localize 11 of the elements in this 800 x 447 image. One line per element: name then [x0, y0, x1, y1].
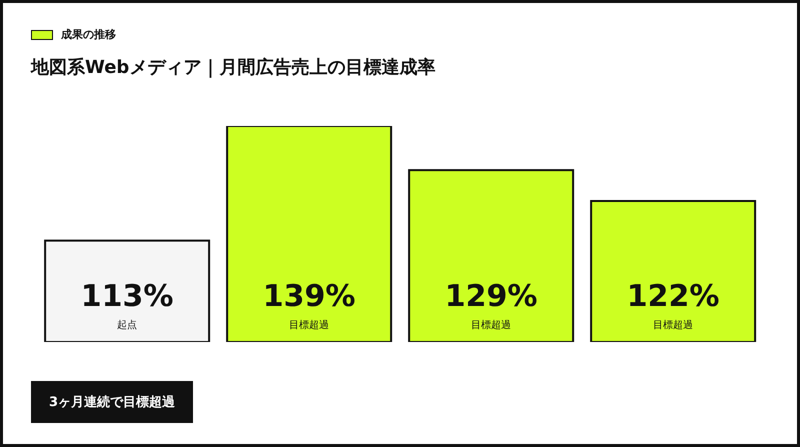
x-tick-label: 目標超過 — [471, 319, 512, 331]
data-label: 113% — [80, 279, 174, 314]
data-label: 129% — [444, 279, 538, 314]
chart-title: 地図系Webメディア｜月間広告売上の目標達成率 — [31, 56, 436, 79]
chart-subtitle: 成果の推移 — [61, 27, 116, 42]
data-label: 122% — [626, 279, 720, 314]
x-tick-label: 目標超過 — [653, 319, 694, 331]
data-label: 139% — [262, 279, 356, 314]
x-tick-label: 目標超過 — [289, 319, 330, 331]
text: 3ヶ月連続で目標超過 — [31, 381, 194, 423]
x-tick-label: 起点 — [117, 319, 138, 331]
